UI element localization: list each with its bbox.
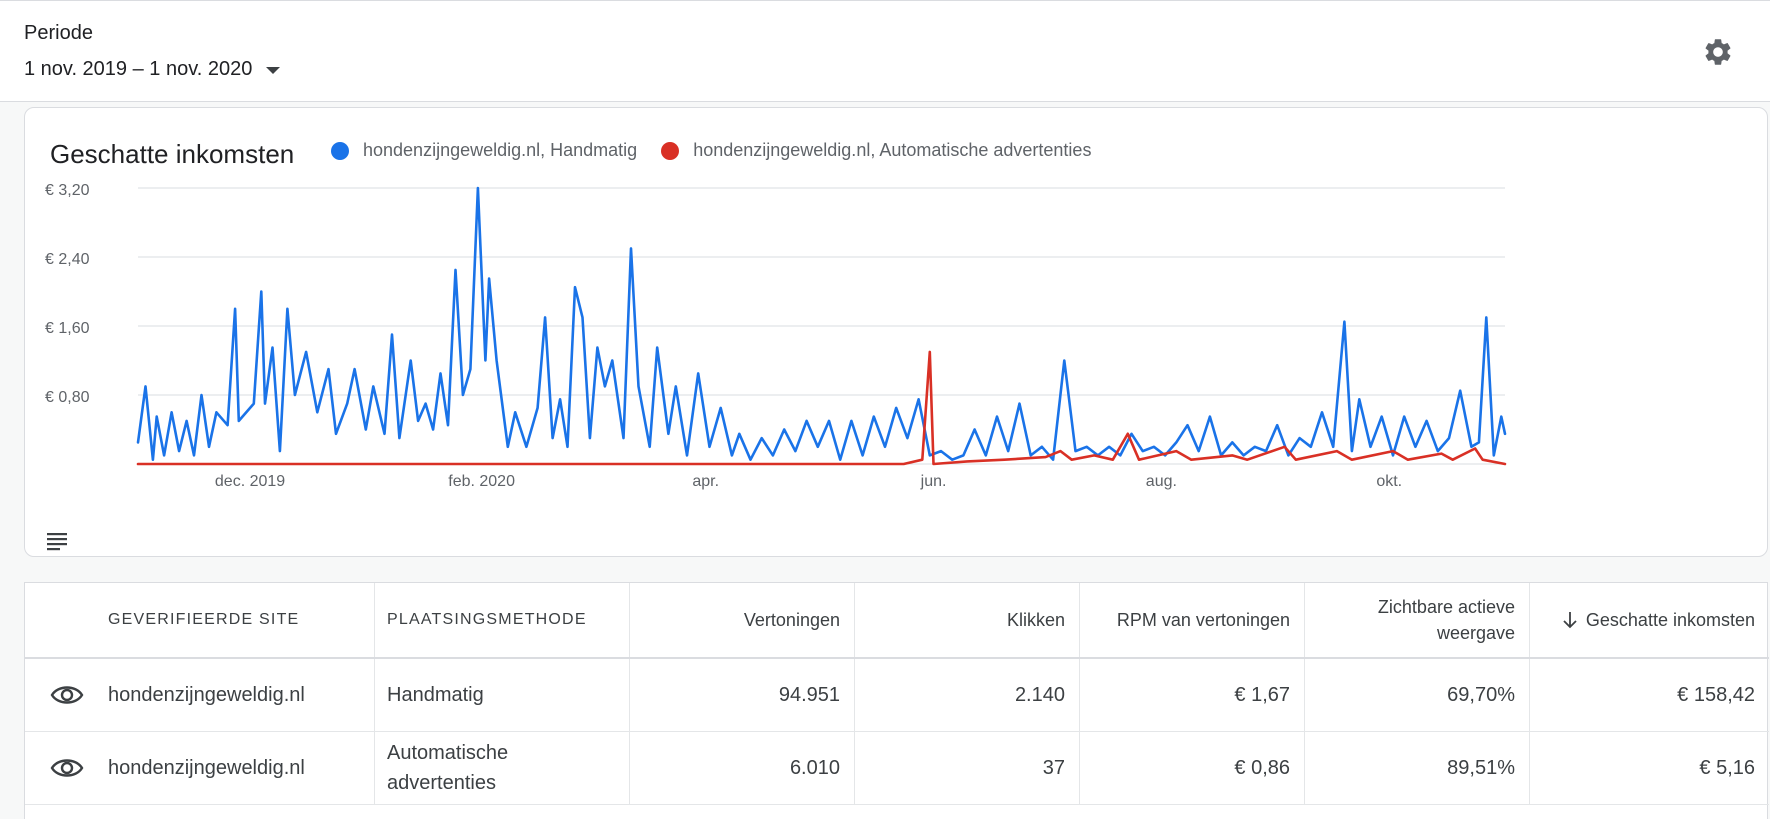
- table-row: hondenzijngeweldig.nl Handmatig 94.951 2…: [25, 659, 1769, 732]
- header-viewable[interactable]: Zichtbare actieve weergave: [1305, 583, 1530, 657]
- legend-item-automatisch[interactable]: hondenzijngeweldig.nl, Automatische adve…: [661, 140, 1091, 161]
- earnings-chart-card: € 3,20 € 2,40 € 1,60 € 0,80 dec. 2019 feb. 20…: [24, 107, 1768, 557]
- legend-dot-automatisch: [661, 141, 680, 160]
- list-icon[interactable]: [45, 531, 69, 551]
- y-tick-label: € 3,20: [45, 182, 90, 199]
- cell-method-label: Automatische advertenties: [387, 742, 509, 794]
- legend-label-handmatig: hondenzijngeweldig.nl, Handmatig: [363, 140, 638, 160]
- period-value: 1 nov. 2019 – 1 nov. 2020: [24, 57, 253, 80]
- chart-title: Geschatte inkomsten: [50, 139, 295, 169]
- legend-item-handmatig[interactable]: hondenzijngeweldig.nl, Handmatig: [331, 140, 637, 161]
- header-site[interactable]: GEVERIFIEERDE SITE: [108, 583, 375, 657]
- header-eye-spacer: [25, 583, 108, 657]
- sites-table: GEVERIFIEERDE SITE PLAATSINGSMETHODE Ver…: [24, 582, 1769, 819]
- header-impressions[interactable]: Vertoningen: [630, 583, 855, 657]
- legend-label-automatisch: hondenzijngeweldig.nl, Automatische adve…: [693, 140, 1092, 160]
- legend-dot-handmatig: [331, 141, 349, 160]
- visibility-cell: [25, 732, 108, 804]
- y-tick-label: € 2,40: [45, 251, 90, 268]
- x-tick-label: dec. 2019: [215, 473, 285, 490]
- y-tick-label: € 0,80: [45, 389, 90, 406]
- header-method[interactable]: PLAATSINGSMETHODE: [375, 583, 630, 657]
- eye-icon[interactable]: [50, 683, 84, 707]
- chart-legend: hondenzijngeweldig.nl, Handmatig hondenz…: [331, 140, 1115, 161]
- cell-site: hondenzijngeweldig.nl: [108, 659, 375, 731]
- period-label: Periode: [24, 22, 93, 44]
- cell-rpm: € 0,86: [1080, 732, 1305, 804]
- series-line-automatisch: [136, 350, 1507, 466]
- header-earnings[interactable]: Geschatte inkomsten: [1530, 583, 1769, 657]
- cell-method: Automatische advertenties: [375, 732, 630, 804]
- cell-site: hondenzijngeweldig.nl: [108, 732, 375, 804]
- earnings-chart: € 3,20 € 2,40 € 1,60 € 0,80 dec. 2019 feb. 20…: [45, 182, 1507, 490]
- arrow-down-icon: [1563, 612, 1577, 629]
- table-header: GEVERIFIEERDE SITE PLAATSINGSMETHODE Ver…: [25, 583, 1769, 659]
- cell-method: Handmatig: [375, 659, 630, 731]
- series-line-handmatig: [136, 186, 1507, 462]
- x-tick-label: aug.: [1146, 473, 1177, 490]
- visibility-cell: [25, 659, 108, 731]
- gear-icon[interactable]: [1702, 36, 1734, 68]
- eye-icon[interactable]: [50, 756, 84, 780]
- header-rpm[interactable]: RPM van vertoningen: [1080, 583, 1305, 657]
- cell-impressions: 6.010: [630, 732, 855, 804]
- caret-down-icon: [266, 66, 281, 74]
- cell-clicks: 37: [855, 732, 1080, 804]
- cell-earnings: € 5,16: [1699, 756, 1755, 779]
- x-tick-label: apr.: [692, 473, 719, 490]
- period-dropdown[interactable]: 1 nov. 2019 – 1 nov. 2020: [24, 53, 281, 85]
- period-bar: Periode 1 nov. 2019 – 1 nov. 2020: [0, 0, 1770, 102]
- cell-rpm: € 1,67: [1080, 659, 1305, 731]
- header-earnings-label: Geschatte inkomsten: [1585, 610, 1755, 630]
- cell-earnings: € 158,42: [1677, 683, 1755, 706]
- x-tick-label: okt.: [1376, 473, 1402, 490]
- header-clicks[interactable]: Klikken: [855, 583, 1080, 657]
- x-tick-label: feb. 2020: [448, 473, 515, 490]
- table-row: hondenzijngeweldig.nl Automatische adver…: [25, 732, 1769, 805]
- cell-viewable: 89,51%: [1305, 732, 1530, 804]
- cell-viewable: 69,70%: [1305, 659, 1530, 731]
- x-tick-label: jun.: [920, 473, 947, 490]
- y-tick-label: € 1,60: [45, 320, 90, 337]
- cell-clicks: 2.140: [855, 659, 1080, 731]
- header-viewable-label: Zichtbare actieve weergave: [1377, 597, 1515, 643]
- cell-impressions: 94.951: [630, 659, 855, 731]
